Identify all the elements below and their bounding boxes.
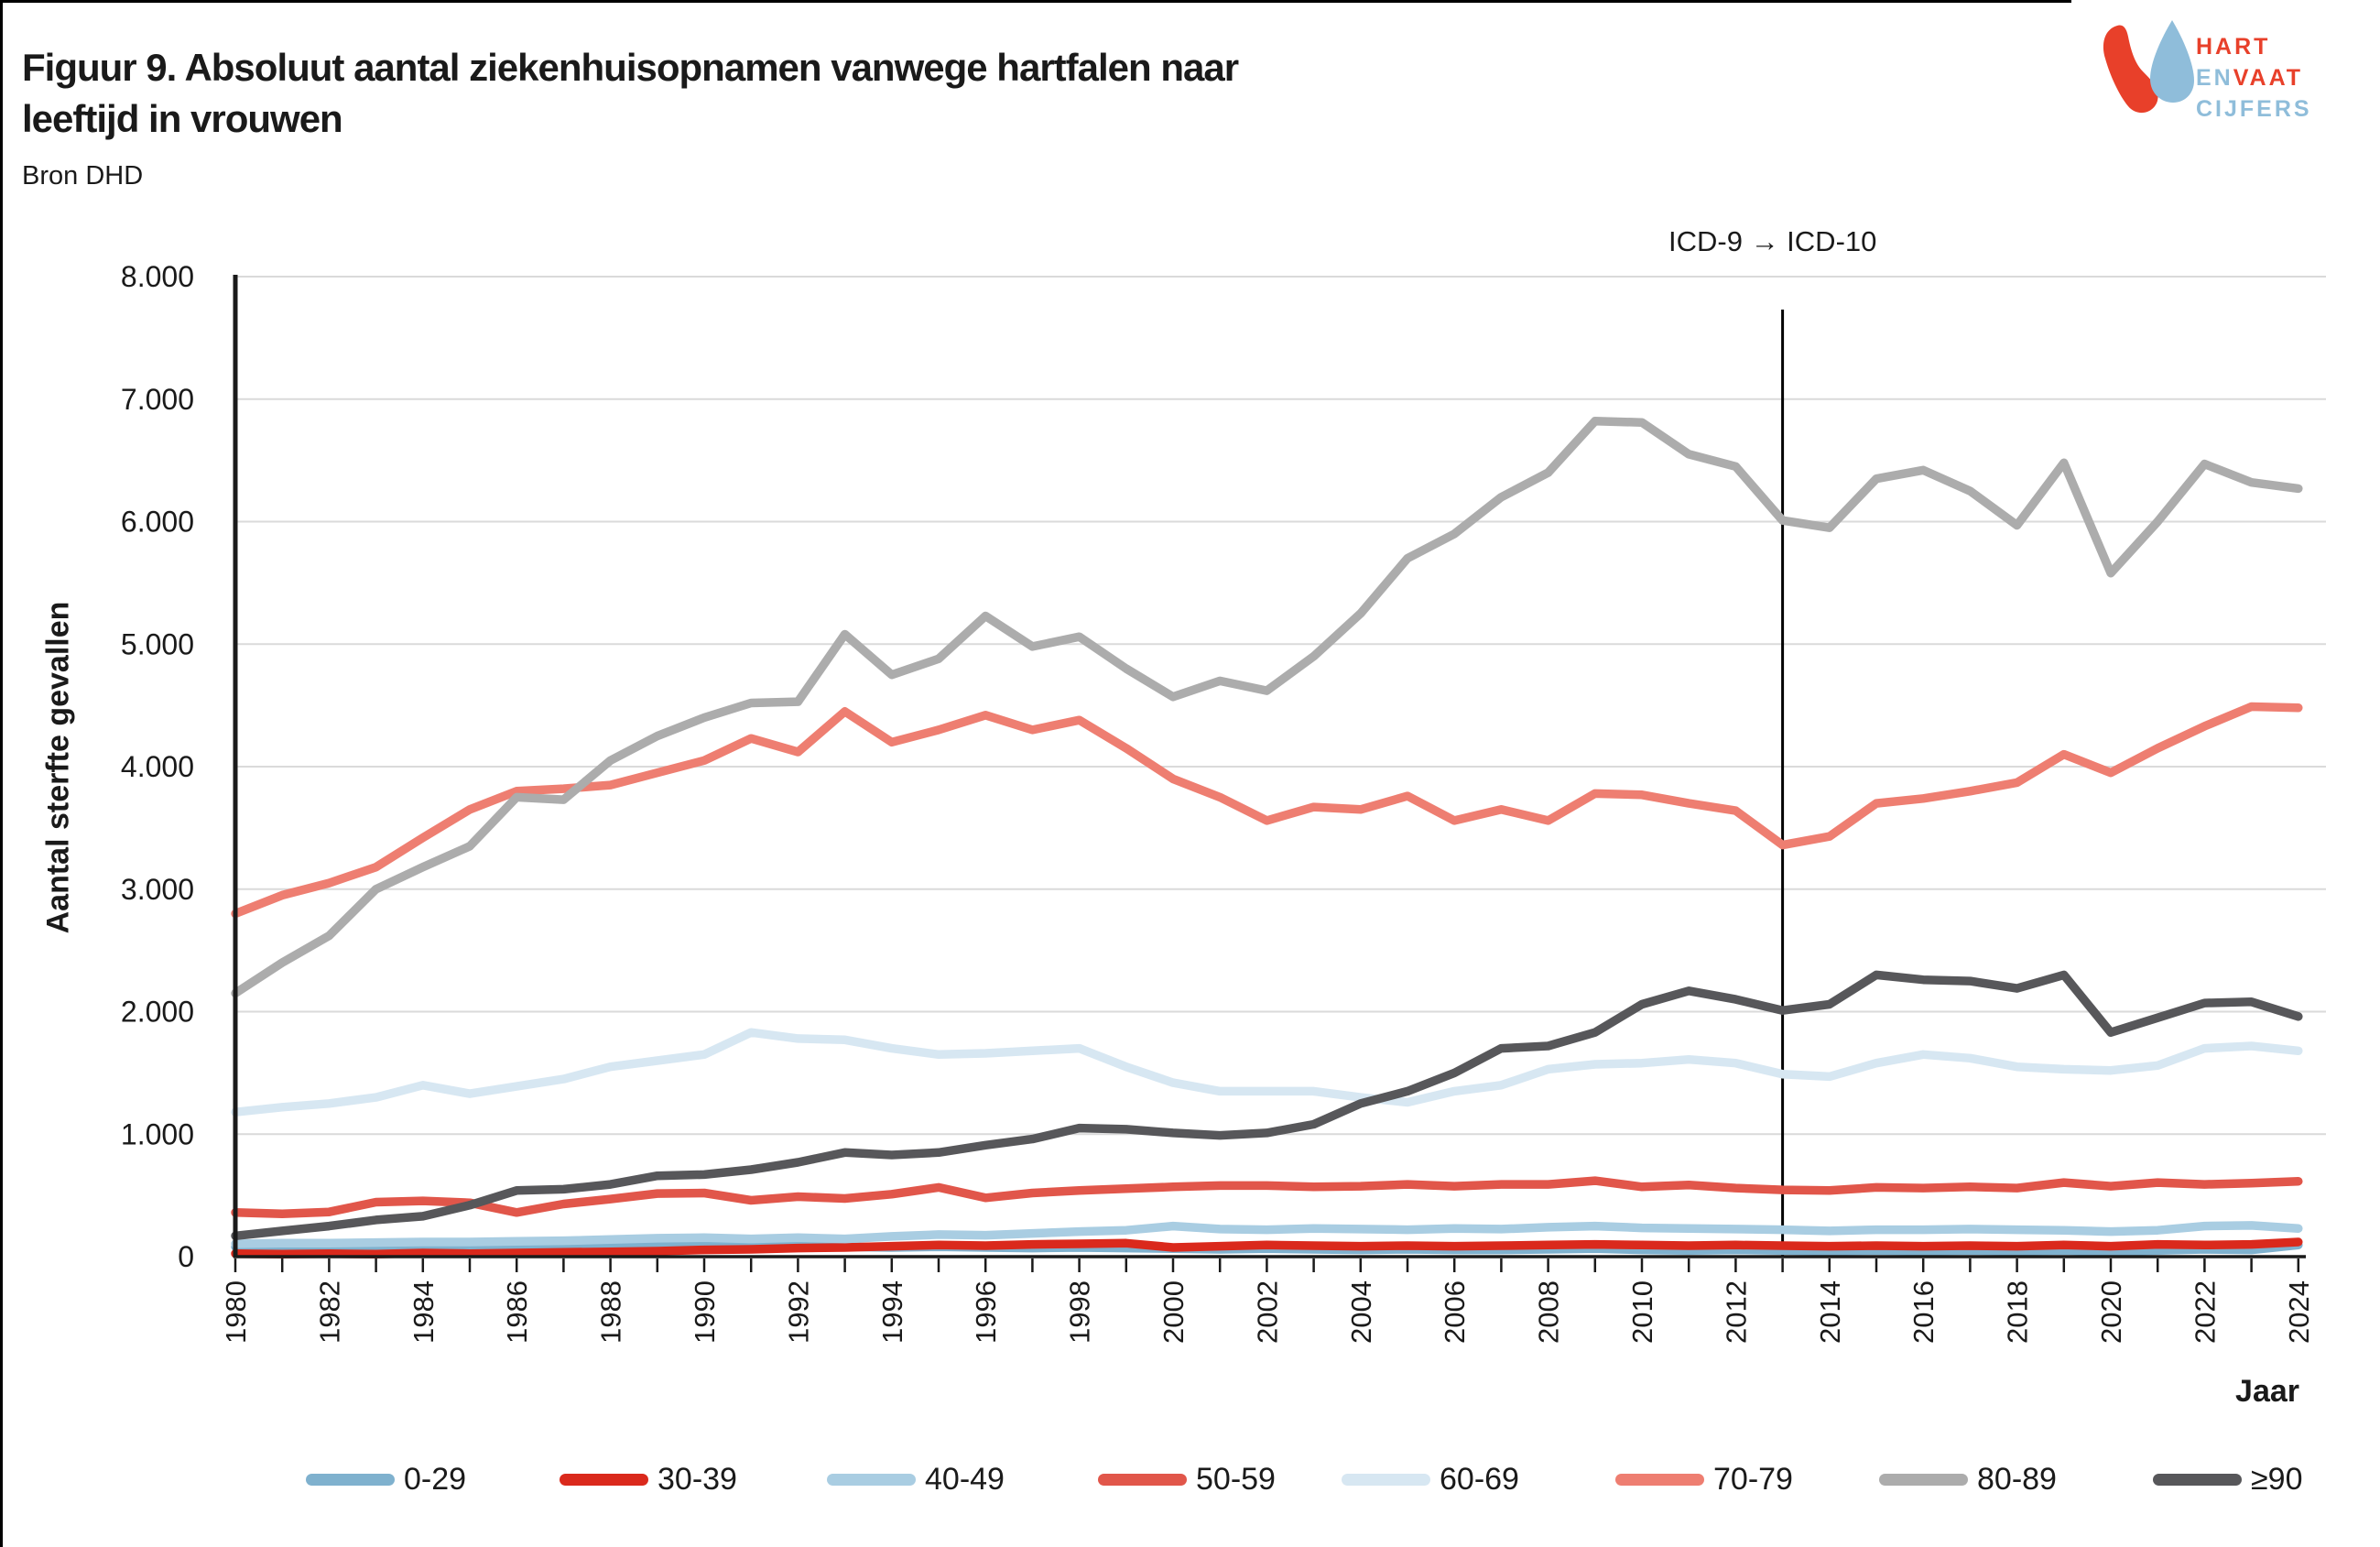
y-tick-label: 3.000: [121, 873, 194, 906]
x-tick-label: 2020: [2095, 1280, 2127, 1344]
y-tick-label: 1.000: [121, 1117, 194, 1150]
logo-word-vaat: VAAT: [2233, 65, 2304, 91]
x-tick-label: 2024: [2283, 1280, 2315, 1344]
legend-label: 70-79: [1713, 1461, 1793, 1497]
x-tick-label: 1988: [595, 1280, 627, 1344]
legend-label: 60-69: [1440, 1461, 1519, 1497]
x-tick-label: 2000: [1157, 1280, 1190, 1344]
hartenvaatcijfers-logo: HART ENVAAT CIJFERS: [2097, 18, 2363, 137]
y-tick-label: 4.000: [121, 750, 194, 783]
x-axis-title: Jaar: [2235, 1374, 2299, 1409]
x-tick-label: 2006: [1439, 1280, 1471, 1344]
series-line-80-89[interactable]: [231, 417, 2303, 998]
x-tick-label: 2022: [2189, 1280, 2221, 1344]
legend-label: 0-29: [404, 1461, 467, 1497]
legend-swatch: [1098, 1473, 1187, 1486]
x-tick-label: 1982: [313, 1280, 345, 1344]
legend-label: 30-39: [657, 1461, 737, 1497]
x-tick-label: 2018: [2002, 1280, 2034, 1344]
x-tick-label: 2014: [1814, 1280, 1846, 1344]
source-label: Bron DHD: [22, 161, 144, 191]
legend-swatch: [1615, 1473, 1704, 1486]
legend-label: ≥90: [2251, 1461, 2303, 1497]
legend-swatch: [2153, 1473, 2242, 1486]
x-tick-label: 2004: [1345, 1280, 1377, 1344]
x-tick-label: 1998: [1064, 1280, 1096, 1344]
icd-transition-label: ICD-9 → ICD-10: [1668, 225, 1877, 257]
logo-word-en: EN: [2196, 65, 2233, 91]
legend-item-50-59[interactable]: 50-59: [1098, 1459, 1276, 1499]
legend-item-80-89[interactable]: 80-89: [1879, 1459, 2057, 1499]
x-tick-label: 1994: [876, 1280, 908, 1344]
logo-mark-icon: [2103, 20, 2194, 114]
legend-item-0-29[interactable]: 0-29: [306, 1459, 466, 1499]
legend-swatch: [1879, 1473, 1968, 1486]
y-tick-label: 0: [178, 1240, 194, 1273]
x-tick-label: 1986: [501, 1280, 533, 1344]
legend-item-60-69[interactable]: 60-69: [1342, 1459, 1519, 1499]
legend-label: 80-89: [1977, 1461, 2057, 1497]
logo-text: HART ENVAAT CIJFERS: [2196, 31, 2312, 125]
legend-label: 40-49: [925, 1461, 1005, 1497]
legend-swatch: [827, 1473, 916, 1486]
legend-item-40-49[interactable]: 40-49: [827, 1459, 1005, 1499]
series-line-30-39[interactable]: [231, 1237, 2303, 1259]
x-tick-label: 2002: [1251, 1280, 1283, 1344]
x-tick-label: 1980: [220, 1280, 252, 1344]
series-line-70-79[interactable]: [231, 702, 2303, 919]
page-title: Figuur 9. Absoluut aantal ziekenhuisopna…: [22, 42, 1239, 145]
y-tick-label: 8.000: [121, 260, 194, 293]
top-border-line: [0, 0, 2071, 3]
x-tick-label: 1996: [970, 1280, 1002, 1344]
legend-item-70-79[interactable]: 70-79: [1615, 1459, 1793, 1499]
x-tick-label: 2012: [1720, 1280, 1752, 1344]
legend-item-30-39[interactable]: 30-39: [560, 1459, 737, 1499]
legend-swatch: [1342, 1473, 1430, 1486]
x-tick-label: 2010: [1626, 1280, 1658, 1344]
series-line-60-69[interactable]: [231, 1028, 2303, 1117]
logo-blue-drop: [2150, 20, 2194, 103]
legend-swatch: [560, 1473, 648, 1486]
legend-item-gte90[interactable]: ≥90: [2153, 1459, 2302, 1499]
legend-label: 50-59: [1196, 1461, 1276, 1497]
x-tick-label: 1990: [689, 1280, 721, 1344]
y-tick-label: 7.000: [121, 383, 194, 416]
y-tick-label: 2.000: [121, 996, 194, 1029]
page-title-line1: Figuur 9. Absoluut aantal ziekenhuisopna…: [22, 46, 1239, 89]
x-tick-label: 1984: [408, 1280, 440, 1344]
legend-swatch: [306, 1473, 395, 1486]
chart-legend: 0-29 30-39 40-49 50-59 60-69 70-79 80-89 ≥90: [0, 1459, 2380, 1499]
y-tick-label: 6.000: [121, 506, 194, 539]
x-tick-label: 2008: [1533, 1280, 1565, 1344]
series-line-gte90[interactable]: [231, 970, 2303, 1241]
x-tick-label: 1992: [782, 1280, 814, 1344]
y-tick-label: 5.000: [121, 627, 194, 660]
series-line-40-49[interactable]: [231, 1221, 2303, 1248]
x-tick-label: 2016: [1907, 1280, 1940, 1344]
series-line-50-59[interactable]: [231, 1176, 2303, 1218]
logo-red-drop: [2103, 25, 2158, 114]
page-title-line2: leeftijd in vrouwen: [22, 97, 343, 140]
logo-word-cijfers: CIJFERS: [2196, 96, 2312, 122]
left-border-line: [0, 0, 3, 1547]
logo-word-hart: HART: [2196, 34, 2271, 60]
